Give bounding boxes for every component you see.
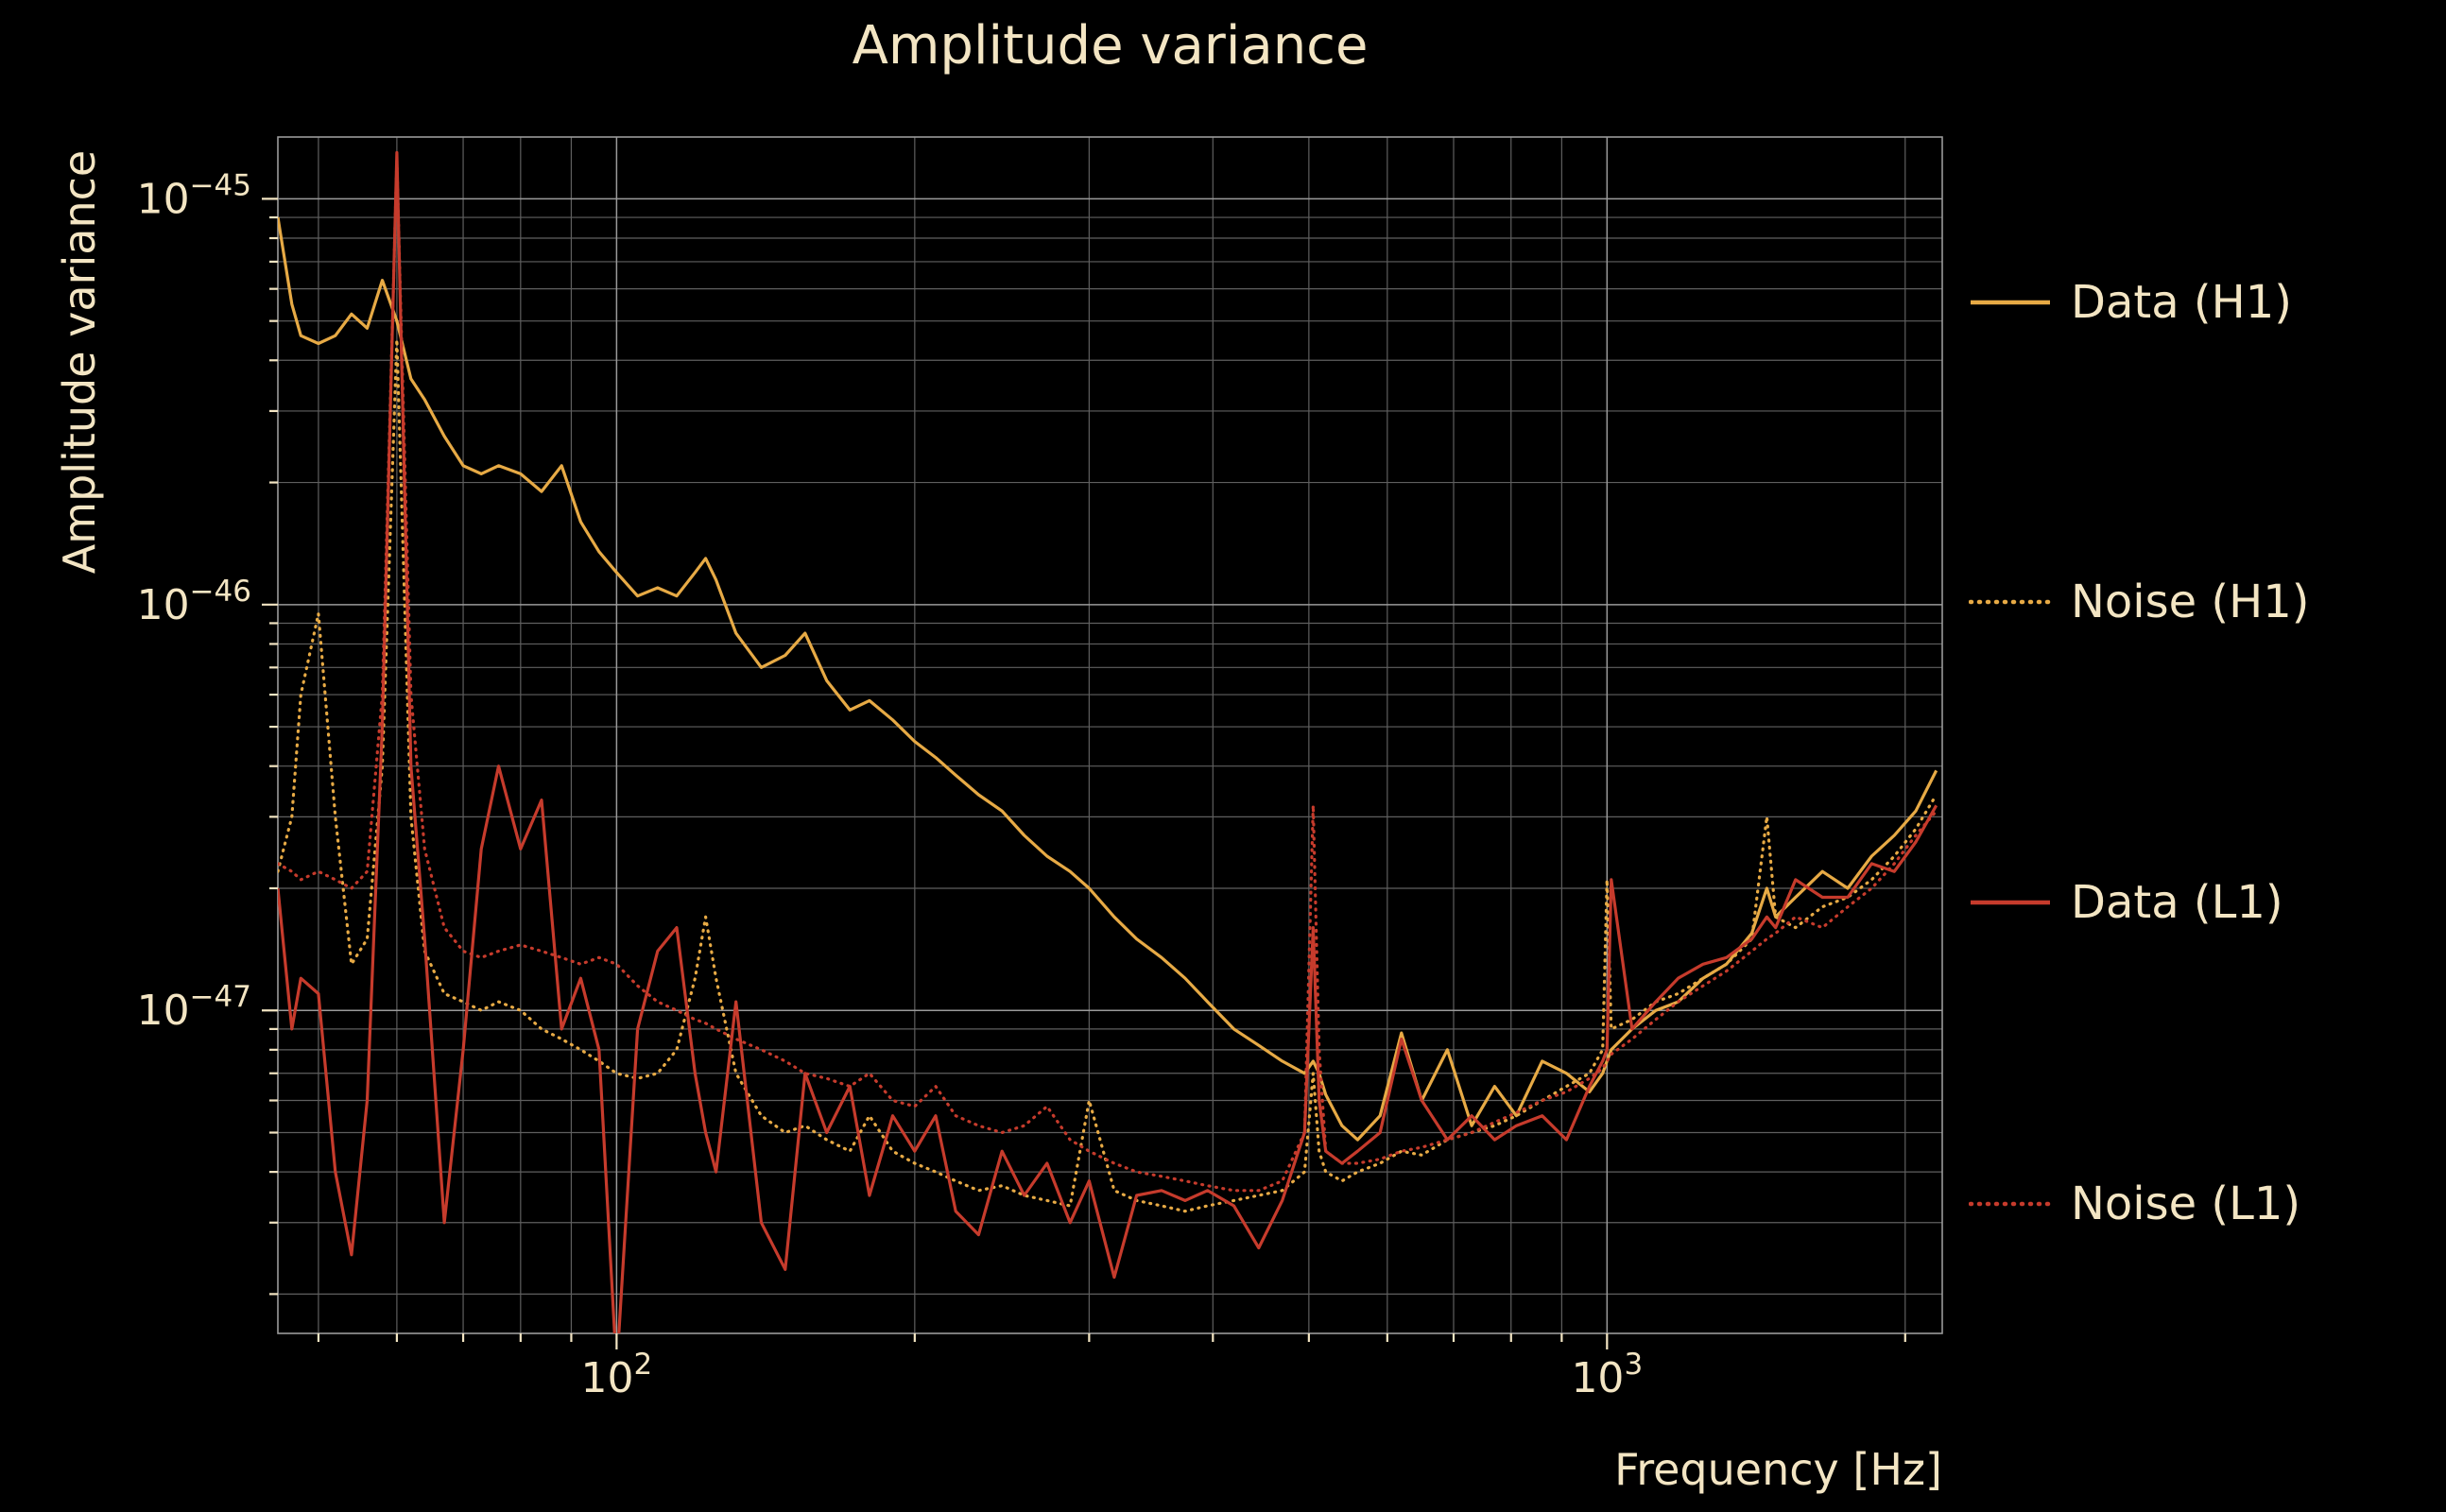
legend-line-sample bbox=[1971, 900, 2050, 905]
grid-minor bbox=[278, 137, 1942, 1333]
series-data-h1 bbox=[278, 216, 1938, 1142]
grid-major bbox=[278, 137, 1942, 1333]
legend: Data (H1) Noise (H1) Data (L1) Noise (L1… bbox=[1969, 0, 2441, 1512]
x-tick-label: 102 bbox=[581, 1348, 653, 1402]
axis-ticks bbox=[262, 198, 1906, 1349]
y-tick-label: 10−46 bbox=[137, 575, 251, 629]
x-axis-label: Frequency [Hz] bbox=[1614, 1444, 1942, 1495]
y-tick-label: 10−47 bbox=[137, 980, 251, 1035]
legend-label: Noise (L1) bbox=[2071, 1177, 2301, 1230]
chart-title: Amplitude variance bbox=[852, 15, 1369, 77]
y-axis-label: Amplitude variance bbox=[54, 149, 105, 575]
legend-item: Data (L1) bbox=[1969, 873, 2283, 932]
legend-item: Noise (H1) bbox=[1969, 573, 2310, 631]
legend-line-sample bbox=[1969, 1201, 2052, 1207]
x-tick-label: 103 bbox=[1571, 1348, 1643, 1402]
series-noise-l1 bbox=[278, 158, 1938, 1193]
y-tick-label: 10−45 bbox=[137, 168, 251, 223]
legend-label: Data (L1) bbox=[2071, 876, 2283, 929]
plot-frame bbox=[277, 136, 1943, 1334]
series-noise-h1 bbox=[278, 337, 1938, 1213]
legend-item: Data (H1) bbox=[1969, 273, 2292, 332]
legend-line-sample bbox=[1969, 599, 2052, 605]
legend-label: Data (H1) bbox=[2071, 276, 2292, 329]
legend-item: Noise (L1) bbox=[1969, 1175, 2300, 1233]
legend-line-sample bbox=[1971, 300, 2050, 305]
legend-label: Noise (H1) bbox=[2071, 576, 2310, 628]
series-data-l1 bbox=[278, 150, 1938, 1333]
